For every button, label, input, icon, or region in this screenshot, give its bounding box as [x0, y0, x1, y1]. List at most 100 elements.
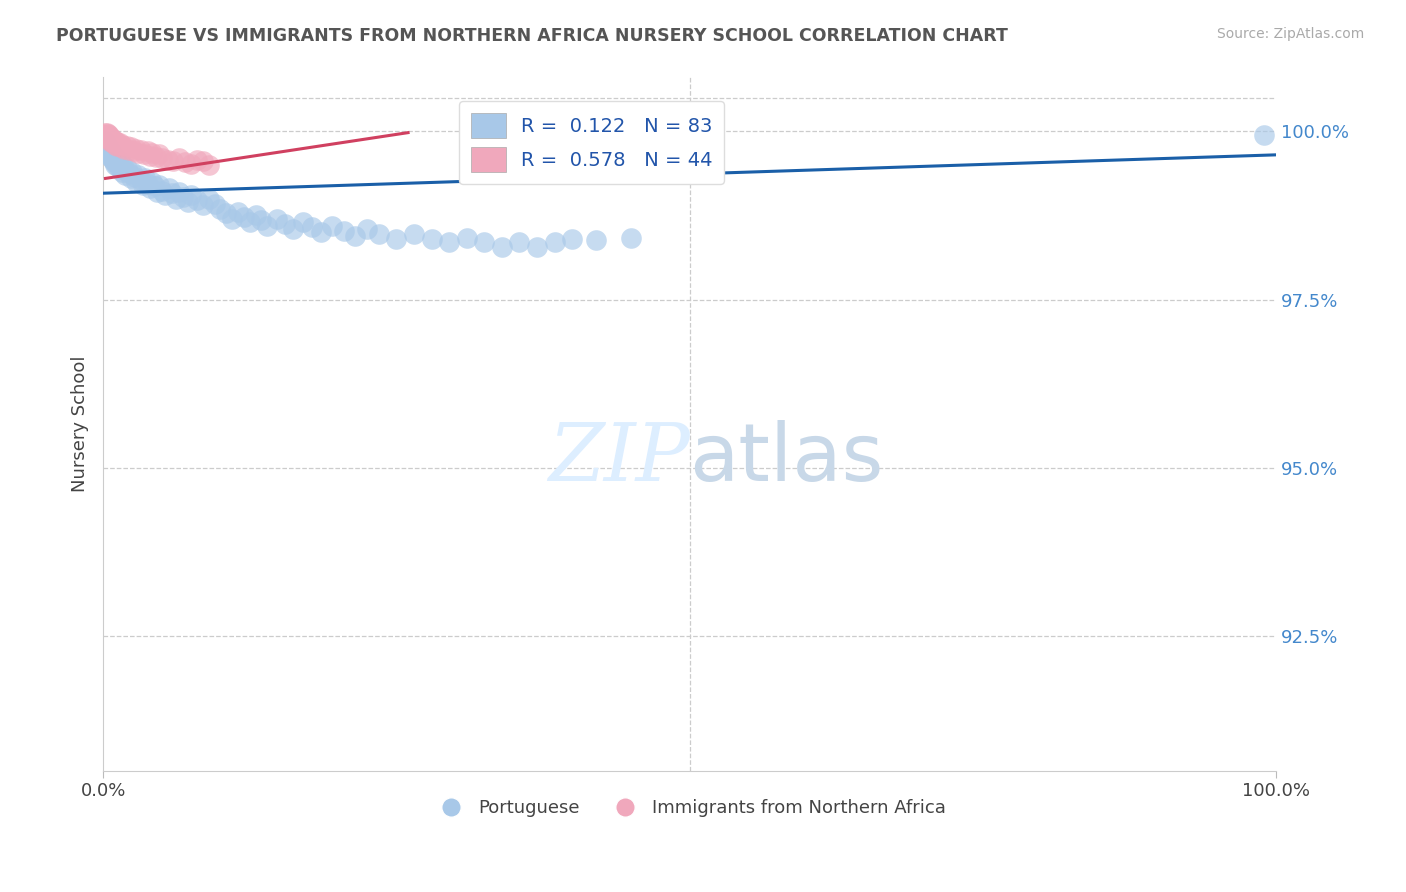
Point — [108, 136, 131, 151]
Legend: Portuguese, Immigrants from Northern Africa: Portuguese, Immigrants from Northern Afr… — [426, 791, 953, 824]
Point — [191, 198, 214, 212]
Point — [472, 235, 495, 250]
Point — [105, 135, 128, 149]
Point — [110, 154, 132, 169]
Point — [143, 179, 166, 194]
Point — [250, 213, 273, 227]
Point — [174, 155, 197, 169]
Point — [344, 228, 367, 243]
Point — [97, 141, 120, 155]
Point — [155, 188, 177, 202]
Point — [150, 151, 173, 165]
Point — [103, 154, 125, 169]
Point — [148, 147, 170, 161]
Point — [100, 151, 122, 165]
Point — [245, 208, 267, 222]
Point — [148, 178, 170, 193]
Text: Source: ZipAtlas.com: Source: ZipAtlas.com — [1216, 27, 1364, 41]
Point — [180, 188, 202, 202]
Point — [561, 232, 583, 246]
Point — [191, 153, 214, 168]
Point — [256, 219, 278, 233]
Point — [508, 235, 530, 250]
Point — [156, 153, 179, 167]
Point — [209, 202, 232, 216]
Point — [367, 227, 389, 241]
Point — [301, 219, 323, 234]
Point — [321, 219, 343, 233]
Point — [98, 134, 121, 148]
Point — [98, 129, 121, 144]
Point — [105, 159, 128, 173]
Point — [127, 145, 149, 160]
Point — [94, 126, 117, 140]
Point — [112, 158, 135, 172]
Point — [146, 185, 169, 199]
Point — [176, 194, 198, 209]
Point — [134, 147, 156, 161]
Point — [585, 233, 607, 247]
Point — [356, 222, 378, 236]
Point — [112, 163, 135, 178]
Point — [100, 135, 122, 149]
Point — [141, 145, 163, 160]
Point — [197, 192, 219, 206]
Point — [169, 151, 191, 165]
Point — [94, 128, 117, 143]
Point — [221, 211, 243, 226]
Point — [172, 190, 194, 204]
Point — [98, 148, 121, 162]
Point — [162, 186, 184, 201]
Point — [204, 197, 226, 211]
Point — [98, 128, 121, 143]
Point — [104, 134, 127, 148]
Point — [111, 137, 134, 152]
Point — [169, 185, 191, 199]
Point — [129, 173, 152, 187]
Point — [420, 232, 443, 246]
Point — [1253, 128, 1275, 142]
Point — [97, 131, 120, 145]
Point — [104, 150, 127, 164]
Point — [491, 240, 513, 254]
Point — [98, 143, 121, 157]
Point — [101, 132, 124, 146]
Point — [332, 224, 354, 238]
Point — [118, 143, 141, 157]
Point — [215, 206, 238, 220]
Point — [96, 137, 118, 152]
Point — [98, 145, 121, 160]
Point — [456, 230, 478, 244]
Point — [544, 235, 567, 250]
Point — [124, 169, 146, 184]
Point — [121, 164, 143, 178]
Point — [104, 137, 127, 152]
Point — [110, 140, 132, 154]
Point — [120, 140, 142, 154]
Point — [145, 150, 167, 164]
Point — [120, 171, 142, 186]
Point — [139, 181, 162, 195]
Point — [281, 222, 304, 236]
Point — [620, 230, 643, 244]
Point — [239, 215, 262, 229]
Point — [104, 158, 127, 172]
Point — [125, 175, 148, 189]
Point — [150, 184, 173, 198]
Point — [108, 161, 131, 176]
Point — [266, 211, 288, 226]
Point — [162, 153, 184, 168]
Text: ZIP: ZIP — [548, 420, 689, 498]
Point — [98, 132, 121, 146]
Text: PORTUGUESE VS IMMIGRANTS FROM NORTHERN AFRICA NURSERY SCHOOL CORRELATION CHART: PORTUGUESE VS IMMIGRANTS FROM NORTHERN A… — [56, 27, 1008, 45]
Y-axis label: Nursery School: Nursery School — [72, 356, 89, 492]
Point — [134, 171, 156, 186]
Point — [125, 142, 148, 156]
Point — [311, 225, 333, 239]
Point — [197, 158, 219, 172]
Point — [526, 240, 548, 254]
Point — [97, 127, 120, 141]
Point — [114, 168, 136, 182]
Point — [274, 217, 297, 231]
Point — [127, 168, 149, 182]
